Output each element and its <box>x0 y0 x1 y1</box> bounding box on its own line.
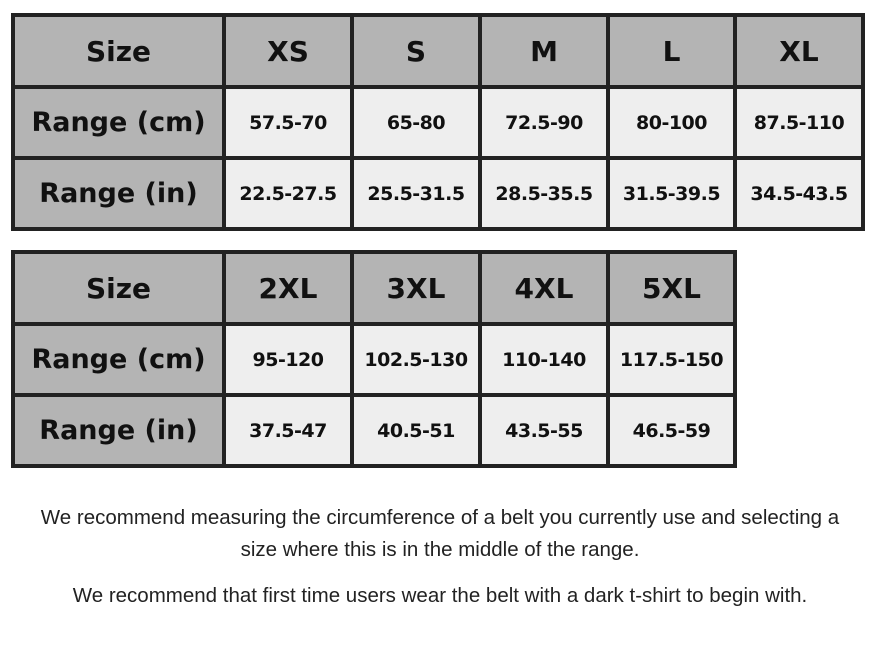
range-cell: 28.5-35.5 <box>478 156 610 231</box>
range-cell: 22.5-27.5 <box>222 156 354 231</box>
header-cell: 5XL <box>606 250 737 326</box>
range-cell: 102.5-130 <box>350 322 482 397</box>
range-cell: 80-100 <box>606 85 737 160</box>
header-cell: 2XL <box>222 250 354 326</box>
range-cell: 25.5-31.5 <box>350 156 482 231</box>
range-cell: 72.5-90 <box>478 85 610 160</box>
row-label: Range (in) <box>11 393 226 468</box>
table-row-in: Range (in) 22.5-27.5 25.5-31.5 28.5-35.5… <box>11 156 865 231</box>
header-row: Size XS S M L XL <box>11 13 865 89</box>
size-chart-table-1: Size XS S M L XL Range (cm) 57.5-70 65-8… <box>11 13 865 231</box>
header-cell: XL <box>733 13 865 89</box>
range-cell: 40.5-51 <box>350 393 482 468</box>
range-cell: 46.5-59 <box>606 393 737 468</box>
table-row-in: Range (in) 37.5-47 40.5-51 43.5-55 46.5-… <box>11 393 737 468</box>
row-label: Range (cm) <box>11 85 226 160</box>
first-use-recommendation: We recommend that first time users wear … <box>72 584 808 607</box>
header-cell: M <box>478 13 610 89</box>
table-row-cm: Range (cm) 95-120 102.5-130 110-140 117.… <box>11 322 737 397</box>
size-chart-table-2: Size 2XL 3XL 4XL 5XL Range (cm) 95-120 1… <box>11 250 737 468</box>
row-label: Range (cm) <box>11 322 226 397</box>
range-cell: 65-80 <box>350 85 482 160</box>
header-cell: Size <box>11 13 226 89</box>
header-row: Size 2XL 3XL 4XL 5XL <box>11 250 737 326</box>
header-cell: XS <box>222 13 354 89</box>
sizing-recommendation: We recommend measuring the circumference… <box>40 506 840 561</box>
range-cell: 31.5-39.5 <box>606 156 737 231</box>
range-cell: 34.5-43.5 <box>733 156 865 231</box>
row-label: Range (in) <box>11 156 226 231</box>
range-cell: 110-140 <box>478 322 610 397</box>
range-cell: 95-120 <box>222 322 354 397</box>
range-cell: 43.5-55 <box>478 393 610 468</box>
range-cell: 57.5-70 <box>222 85 354 160</box>
range-cell: 117.5-150 <box>606 322 737 397</box>
table-row-cm: Range (cm) 57.5-70 65-80 72.5-90 80-100 … <box>11 85 865 160</box>
header-cell: S <box>350 13 482 89</box>
header-cell: L <box>606 13 737 89</box>
header-cell: 3XL <box>350 250 482 326</box>
range-cell: 37.5-47 <box>222 393 354 468</box>
range-cell: 87.5-110 <box>733 85 865 160</box>
header-cell: Size <box>11 250 226 326</box>
header-cell: 4XL <box>478 250 610 326</box>
